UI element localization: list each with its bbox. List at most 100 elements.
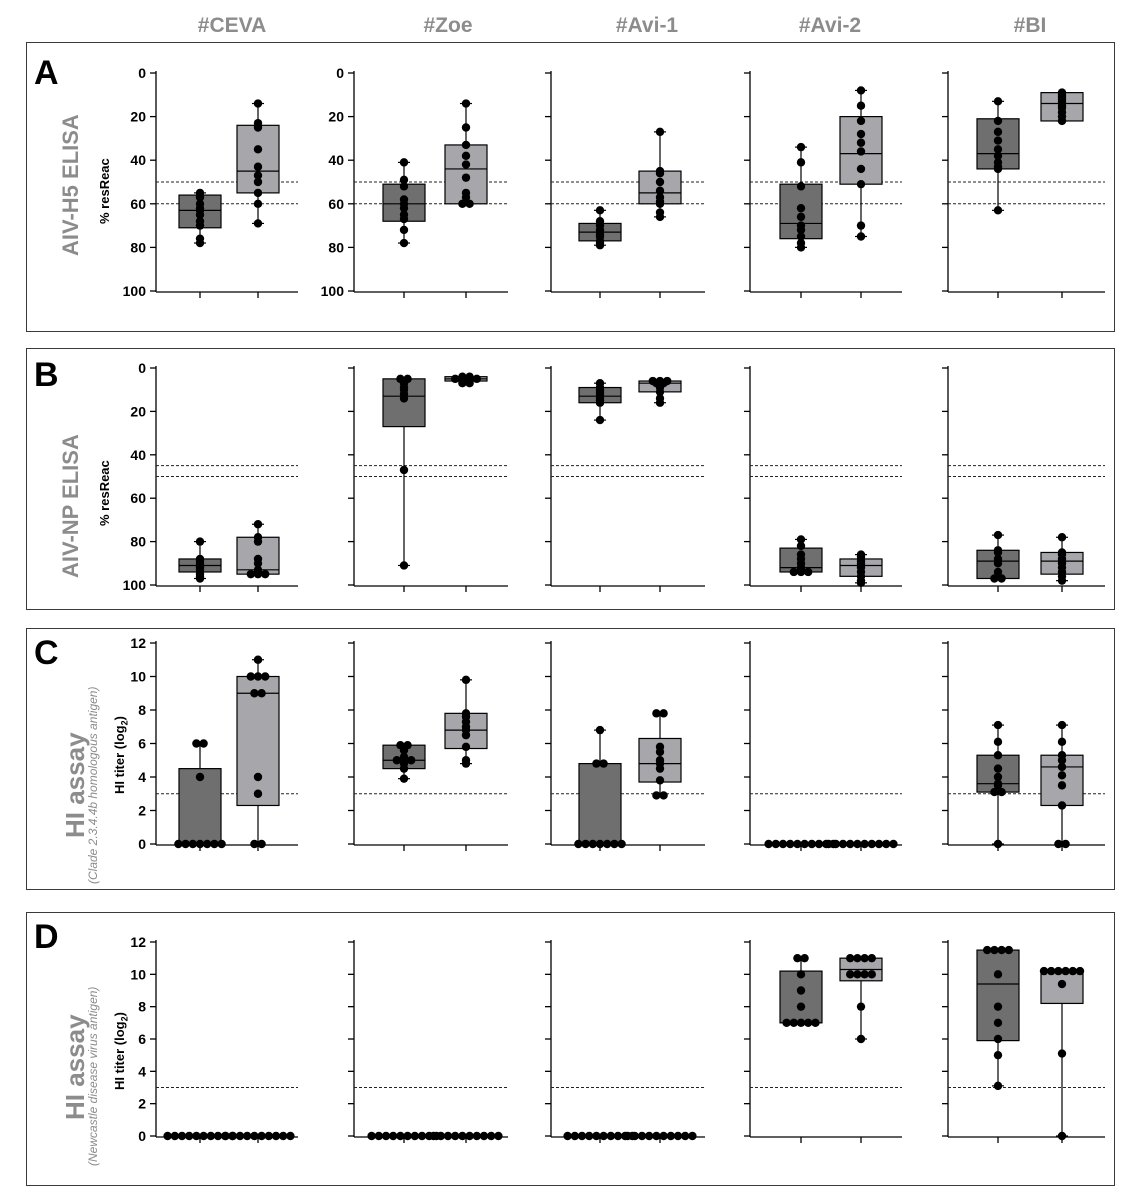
data-point-d-zoe-light (458, 1131, 467, 1141)
data-point-c-ceva-dark (203, 839, 212, 849)
panel-a-frame (26, 42, 1115, 332)
data-point-d-ceva-dark (199, 1131, 208, 1141)
data-point-a-avi-1-light (655, 212, 665, 222)
data-point-b-ceva-light (253, 537, 263, 546)
data-point-d-avi-2-light (856, 1034, 866, 1044)
y-tick-label-b-ceva: 80 (130, 534, 146, 550)
group-c-zoe (348, 641, 508, 851)
data-point-c-ceva-light (253, 772, 263, 782)
data-point-a-bi-light (1057, 116, 1067, 126)
data-point-a-zoe-light (461, 140, 471, 150)
data-point-c-avi-1-light (655, 756, 665, 765)
data-point-a-bi-dark (993, 164, 1003, 174)
data-point-b-zoe-light (458, 378, 467, 388)
data-point-d-avi-2-dark (804, 1018, 813, 1028)
data-point-b-bi-light (1057, 533, 1067, 542)
y-tick-label-a-ceva: 100 (123, 283, 147, 299)
panel-letter-c: C (34, 634, 59, 672)
data-point-c-ceva-light (253, 672, 263, 681)
data-point-d-ceva-dark (192, 1131, 201, 1141)
data-point-c-ceva-light (253, 789, 263, 798)
y-tick-label-c-ceva: 0 (138, 836, 146, 852)
y-tick-label-b-ceva: 20 (130, 403, 146, 419)
data-point-b-zoe-dark (399, 465, 409, 475)
data-point-c-zoe-light (461, 742, 471, 752)
data-point-c-bi-dark (993, 779, 1003, 788)
data-point-b-avi-2-dark (796, 541, 806, 551)
data-point-c-avi-1-dark (581, 839, 590, 849)
data-point-c-ceva-dark (217, 839, 226, 849)
group-b-avi-1 (545, 366, 705, 592)
column-header-ceva: #CEVA (197, 14, 267, 37)
data-point-b-bi-dark (997, 574, 1006, 583)
data-point-a-ceva-light (253, 171, 263, 180)
data-point-d-zoe-dark (403, 1131, 412, 1141)
data-point-d-ceva-dark (170, 1131, 179, 1141)
data-point-c-zoe-light (461, 709, 471, 718)
group-d-bi (942, 940, 1105, 1143)
data-point-a-zoe-light (465, 199, 474, 208)
data-point-b-bi-dark (993, 559, 1003, 568)
panel-letter-a: A (34, 54, 59, 92)
y-tick-label-a-ceva: 20 (130, 109, 146, 125)
data-point-d-zoe-dark (396, 1131, 405, 1141)
data-point-b-avi-2-light (856, 578, 866, 588)
data-point-d-ceva-light (235, 1131, 245, 1141)
data-point-a-zoe-light (461, 193, 471, 202)
data-point-a-bi-dark (993, 151, 1003, 161)
data-point-d-avi-1-light (659, 1131, 668, 1141)
data-point-c-ceva-dark (174, 839, 183, 849)
data-point-a-avi-2-light (856, 138, 866, 147)
data-point-c-ceva-dark (181, 839, 190, 849)
data-point-c-avi-2-light (882, 839, 891, 849)
data-point-c-bi-dark (993, 764, 1003, 773)
data-point-c-avi-1-light (652, 791, 661, 800)
data-point-d-ceva-light (271, 1131, 281, 1141)
data-point-a-ceva-light (253, 162, 263, 171)
data-point-d-bi-light (1061, 966, 1070, 976)
data-point-d-avi-1-dark (585, 1131, 594, 1141)
y-tick-label-a-ceva: 80 (130, 239, 146, 255)
data-point-d-ceva-dark (206, 1131, 215, 1141)
data-point-c-avi-1-light (655, 742, 665, 752)
y-tick-label-c-ceva: 4 (138, 769, 146, 785)
panel-letter-d: D (34, 918, 59, 956)
data-point-d-avi-2-dark (793, 953, 802, 963)
y-tick-label-d-ceva: 2 (138, 1096, 146, 1112)
data-point-d-ceva-light (228, 1131, 237, 1141)
data-point-d-avi-2-light (846, 970, 855, 979)
data-point-b-bi-light (1057, 576, 1067, 585)
data-point-a-bi-dark (993, 145, 1003, 154)
data-point-d-zoe-dark (389, 1131, 398, 1141)
data-point-a-zoe-light (461, 151, 471, 161)
data-point-c-avi-1-dark (595, 839, 605, 849)
data-point-a-ceva-dark (195, 193, 205, 202)
group-d-ceva: 0 2 4 6 8 10 12 (130, 934, 298, 1144)
data-point-c-bi-dark (993, 720, 1003, 730)
data-point-a-avi-2-light (856, 232, 866, 241)
y-tick-label-b-ceva: 0 (138, 360, 146, 376)
data-point-d-avi-2-light (846, 953, 855, 963)
data-point-c-avi-2-dark (793, 839, 802, 849)
data-point-b-ceva-dark (195, 537, 205, 546)
data-point-a-zoe-dark (399, 238, 409, 248)
data-point-d-bi-dark (993, 1081, 1003, 1091)
group-a-avi-2 (744, 71, 902, 298)
y-tick-label-c-ceva: 12 (130, 635, 146, 651)
data-point-c-bi-light (1057, 762, 1067, 772)
data-point-a-bi-dark (993, 136, 1003, 145)
data-point-c-avi-2-dark (800, 839, 809, 849)
data-point-d-ceva-light (264, 1131, 273, 1141)
data-point-a-avi-1-light (655, 186, 665, 195)
data-point-c-bi-dark (993, 772, 1003, 782)
y-tick-label-a-zoe: 20 (328, 109, 344, 125)
data-point-b-ceva-dark (195, 574, 205, 583)
data-point-c-avi-1-light (655, 776, 665, 785)
data-point-a-bi-dark (993, 116, 1003, 126)
data-point-d-zoe-dark (417, 1131, 427, 1141)
data-point-a-zoe-light (461, 123, 471, 132)
data-point-d-avi-2-light (860, 970, 869, 979)
y-tick-label-d-ceva: 12 (130, 934, 146, 950)
y-tick-label-d-ceva: 4 (138, 1063, 146, 1079)
data-point-b-ceva-light (253, 559, 263, 568)
